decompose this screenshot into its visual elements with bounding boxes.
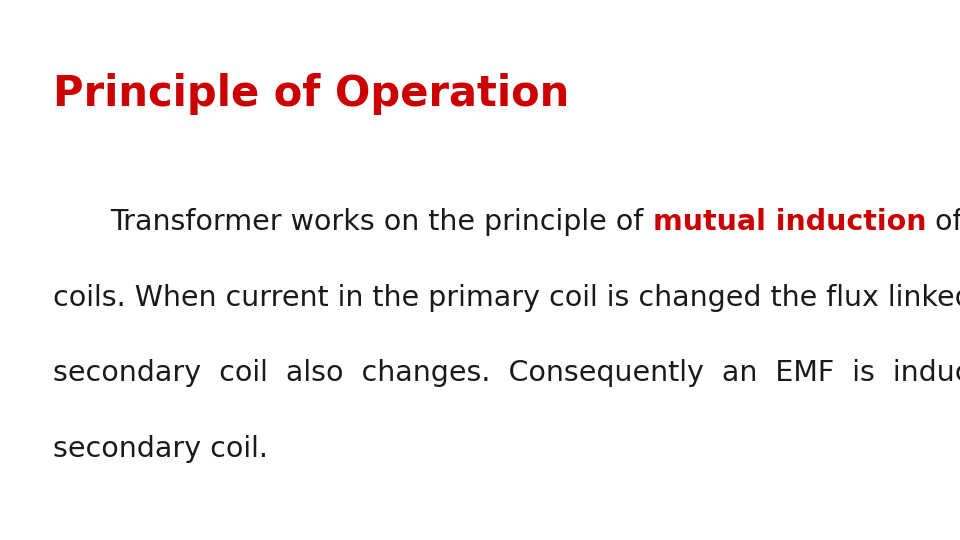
Text: of two: of two: [926, 208, 960, 236]
Text: secondary coil.: secondary coil.: [53, 435, 268, 463]
Text: Transformer works on the principle of: Transformer works on the principle of: [110, 208, 653, 236]
Text: Principle of Operation: Principle of Operation: [53, 73, 569, 115]
Text: secondary  coil  also  changes.  Consequently  an  EMF  is  induced  in  the: secondary coil also changes. Consequentl…: [53, 359, 960, 387]
Text: mutual induction: mutual induction: [653, 208, 926, 236]
Text: coils. When current in the primary coil is changed the flux linked to the: coils. When current in the primary coil …: [53, 284, 960, 312]
